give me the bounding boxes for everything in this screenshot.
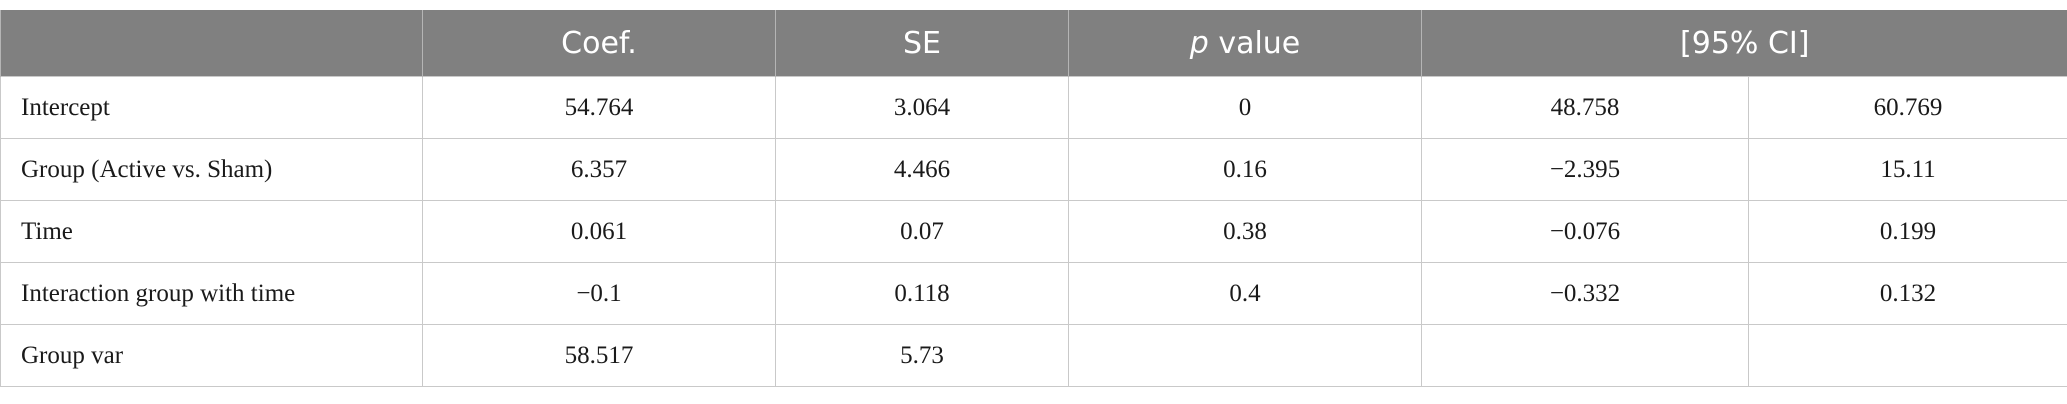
header-symbol: p [1189, 25, 1209, 61]
cell: 0.38 [1068, 200, 1422, 263]
row-label: Intercept [0, 76, 423, 139]
table-row: Group (Active vs. Sham) 6.357 4.466 0.16 −2.… [0, 138, 2067, 201]
header-cell [0, 10, 423, 77]
cell: 0.199 [1747, 200, 2067, 263]
table-row: Group var 58.517 5.73 [0, 324, 2067, 387]
cell: 0.07 [775, 200, 1069, 263]
row-label: Interaction group with time [0, 262, 423, 325]
cell: 54.764 [422, 76, 776, 139]
cell: −0.1 [422, 262, 776, 325]
cell: 0.16 [1068, 138, 1422, 201]
cell: 0 [1068, 76, 1422, 139]
header-cell: Coef. [422, 10, 776, 77]
cell: 5.73 [775, 324, 1069, 387]
cell [1747, 324, 2067, 387]
cell: 15.11 [1747, 138, 2067, 201]
cell: 0.061 [422, 200, 776, 263]
cell: 0.132 [1747, 262, 2067, 325]
cell: 0.118 [775, 262, 1069, 325]
header-cell: [95% CI] [1420, 10, 2067, 77]
cell: 58.517 [422, 324, 776, 387]
cell: −0.076 [1421, 200, 1749, 263]
cell: −0.332 [1421, 262, 1749, 325]
cell: 3.064 [775, 76, 1069, 139]
header-row: Coef. SE p value [95% CI] [0, 10, 2067, 77]
cell: −2.395 [1421, 138, 1749, 201]
results-table: Coef. SE p value [95% CI] Intercept 54.76… [0, 10, 2067, 387]
header-cell: p value [1068, 10, 1422, 77]
table-row: Intercept 54.764 3.064 0 48.758 60.769 [0, 76, 2067, 139]
row-label: Group var [0, 324, 423, 387]
cell: 6.357 [422, 138, 776, 201]
table-wrap: Coef. SE p value [95% CI] Intercept 54.76… [0, 10, 2067, 387]
row-label: Group (Active vs. Sham) [0, 138, 423, 201]
header-text: value [1218, 25, 1301, 61]
header-cell: SE [775, 10, 1069, 77]
row-label: Time [0, 200, 423, 263]
cell: 4.466 [775, 138, 1069, 201]
cell [1068, 324, 1422, 387]
cell: 48.758 [1421, 76, 1749, 139]
table-row: Time 0.061 0.07 0.38 −0.076 0.199 [0, 200, 2067, 263]
table-row: Interaction group with time −0.1 0.118 0.4−… [0, 262, 2067, 325]
cell: 60.769 [1747, 76, 2067, 139]
cell [1421, 324, 1749, 387]
cell: 0.4 [1068, 262, 1422, 325]
